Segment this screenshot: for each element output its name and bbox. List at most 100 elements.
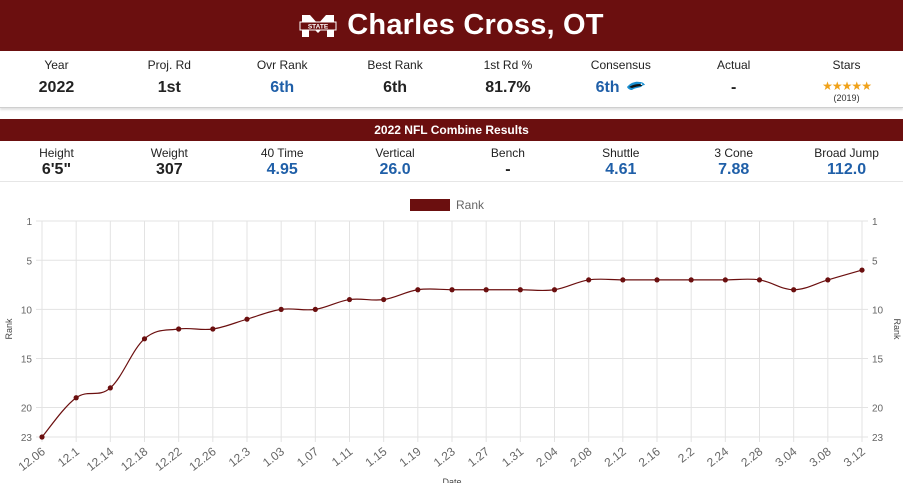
info-consensus: Consensus 6th <box>564 51 677 107</box>
rank-data-point[interactable] <box>517 287 523 293</box>
y-axis-title-right: Rank <box>892 318 902 340</box>
rank-data-point[interactable] <box>449 287 455 293</box>
rank-data-point[interactable] <box>312 306 318 312</box>
x-tick-label: 12.22 <box>152 444 185 474</box>
rank-data-point[interactable] <box>791 287 797 293</box>
star-rating-icons: ★★★★★ <box>822 79 872 93</box>
rank-data-point[interactable] <box>141 336 148 342</box>
combine-label: 3 Cone <box>714 146 754 160</box>
combine-label: Weight <box>150 146 188 160</box>
combine-value[interactable]: 4.61 <box>605 161 637 178</box>
rank-data-point[interactable] <box>346 296 353 303</box>
combine-vertical: Vertical 26.0 <box>339 141 452 181</box>
x-tick-label: 2.12 <box>602 444 629 470</box>
y-tick-label-left: 20 <box>21 404 33 415</box>
rank-data-point[interactable] <box>244 316 250 322</box>
x-tick-label: 1.27 <box>465 444 492 470</box>
y-tick-label-left: 23 <box>21 433 33 444</box>
info-value: 2022 <box>38 79 75 96</box>
combine-value[interactable]: 4.95 <box>266 161 298 178</box>
x-tick-label: 2.08 <box>567 444 594 470</box>
y-tick-label-right: 1 <box>872 217 878 228</box>
y-tick-label-right: 15 <box>872 354 884 365</box>
combine-value: 6'5" <box>41 161 72 178</box>
rank-data-point[interactable] <box>722 277 728 283</box>
info-label: Stars <box>832 58 861 72</box>
info-actual: Actual - <box>677 51 790 107</box>
rank-data-point[interactable] <box>620 277 626 283</box>
combine-results-row: Height 6'5" Weight 307 40 Time 4.95 Vert… <box>0 141 903 182</box>
combine-value[interactable]: 7.88 <box>718 161 750 178</box>
rank-data-point[interactable] <box>210 326 216 332</box>
x-tick-label: 12.3 <box>226 444 253 470</box>
info-proj-rd: Proj. Rd 1st <box>113 51 226 107</box>
y-tick-label-right: 20 <box>872 404 884 415</box>
rank-data-point[interactable] <box>39 434 45 440</box>
info-value[interactable]: 6th <box>270 79 295 96</box>
combine-bench: Bench - <box>452 141 565 181</box>
x-tick-label: 3.08 <box>807 444 834 470</box>
y-tick-label-left: 15 <box>21 354 33 365</box>
rank-data-point[interactable] <box>415 287 421 293</box>
combine-weight: Weight 307 <box>113 141 226 181</box>
rank-data-point[interactable] <box>586 277 592 283</box>
x-tick-label: 2.16 <box>636 444 663 470</box>
info-value[interactable]: 6th <box>564 79 677 99</box>
info-label: Year <box>44 58 69 72</box>
x-tick-label: 1.11 <box>329 444 356 469</box>
rank-data-point[interactable] <box>859 267 865 273</box>
rank-data-point[interactable] <box>381 296 387 303</box>
combine-shuttle: Shuttle 4.61 <box>564 141 677 181</box>
consensus-value[interactable]: 6th <box>595 79 620 97</box>
combine-value[interactable]: 26.0 <box>379 161 411 178</box>
x-tick-label: 2.24 <box>704 444 731 470</box>
info-label: Best Rank <box>367 58 423 72</box>
rank-data-point[interactable] <box>654 277 660 283</box>
x-tick-label: 12.26 <box>186 444 219 474</box>
combine-label: Vertical <box>375 146 415 160</box>
combine-value: - <box>505 161 511 178</box>
combine-height: Height 6'5" <box>0 141 113 181</box>
x-tick-label: 12.18 <box>118 444 151 474</box>
info-label: Actual <box>717 58 751 72</box>
rank-data-point[interactable] <box>278 306 284 312</box>
info-stars: Stars ★★★★★ (2019) <box>790 51 903 107</box>
info-value: 6th <box>383 79 408 96</box>
x-tick-label: 3.12 <box>841 444 868 470</box>
legend-label[interactable]: Rank <box>456 198 485 212</box>
x-tick-label: 1.19 <box>397 444 424 470</box>
x-tick-label: 1.07 <box>294 444 321 470</box>
x-tick-label: 1.31 <box>499 444 526 470</box>
x-tick-label: 2.04 <box>533 444 560 470</box>
y-tick-label-right: 10 <box>872 305 884 316</box>
rank-data-point[interactable] <box>107 385 113 391</box>
rank-data-point[interactable] <box>483 287 489 293</box>
info-value: 1st <box>157 79 181 96</box>
combine-40-time: 40 Time 4.95 <box>226 141 339 181</box>
rank-data-point[interactable] <box>551 287 558 293</box>
legend-swatch[interactable] <box>410 199 450 211</box>
info-value: - <box>731 79 737 96</box>
x-tick-label: 3.04 <box>772 444 799 470</box>
info-label: Proj. Rd <box>147 58 191 72</box>
rank-data-point[interactable] <box>176 326 182 332</box>
rank-data-point[interactable] <box>756 277 763 283</box>
panthers-logo-icon <box>626 79 646 97</box>
x-axis-title: Date <box>442 477 461 483</box>
info-ovr-rank: Ovr Rank 6th <box>226 51 339 107</box>
rank-data-point[interactable] <box>688 277 694 283</box>
x-tick-label: 1.23 <box>431 444 458 470</box>
combine-value: 307 <box>155 161 183 178</box>
y-tick-label-right: 23 <box>872 433 884 444</box>
combine-value[interactable]: 112.0 <box>826 161 867 178</box>
rank-data-point[interactable] <box>73 395 79 401</box>
y-axis-title-left: Rank <box>4 318 14 340</box>
info-year: Year 2022 <box>0 51 113 107</box>
y-tick-label-left: 10 <box>21 305 33 316</box>
combine-label: 40 Time <box>260 146 304 160</box>
x-tick-label: 2.2 <box>675 444 697 466</box>
rank-data-point[interactable] <box>825 277 831 283</box>
player-info-row: Year 2022 Proj. Rd 1st Ovr Rank 6th Best… <box>0 51 903 108</box>
combine-label: Broad Jump <box>814 146 879 160</box>
